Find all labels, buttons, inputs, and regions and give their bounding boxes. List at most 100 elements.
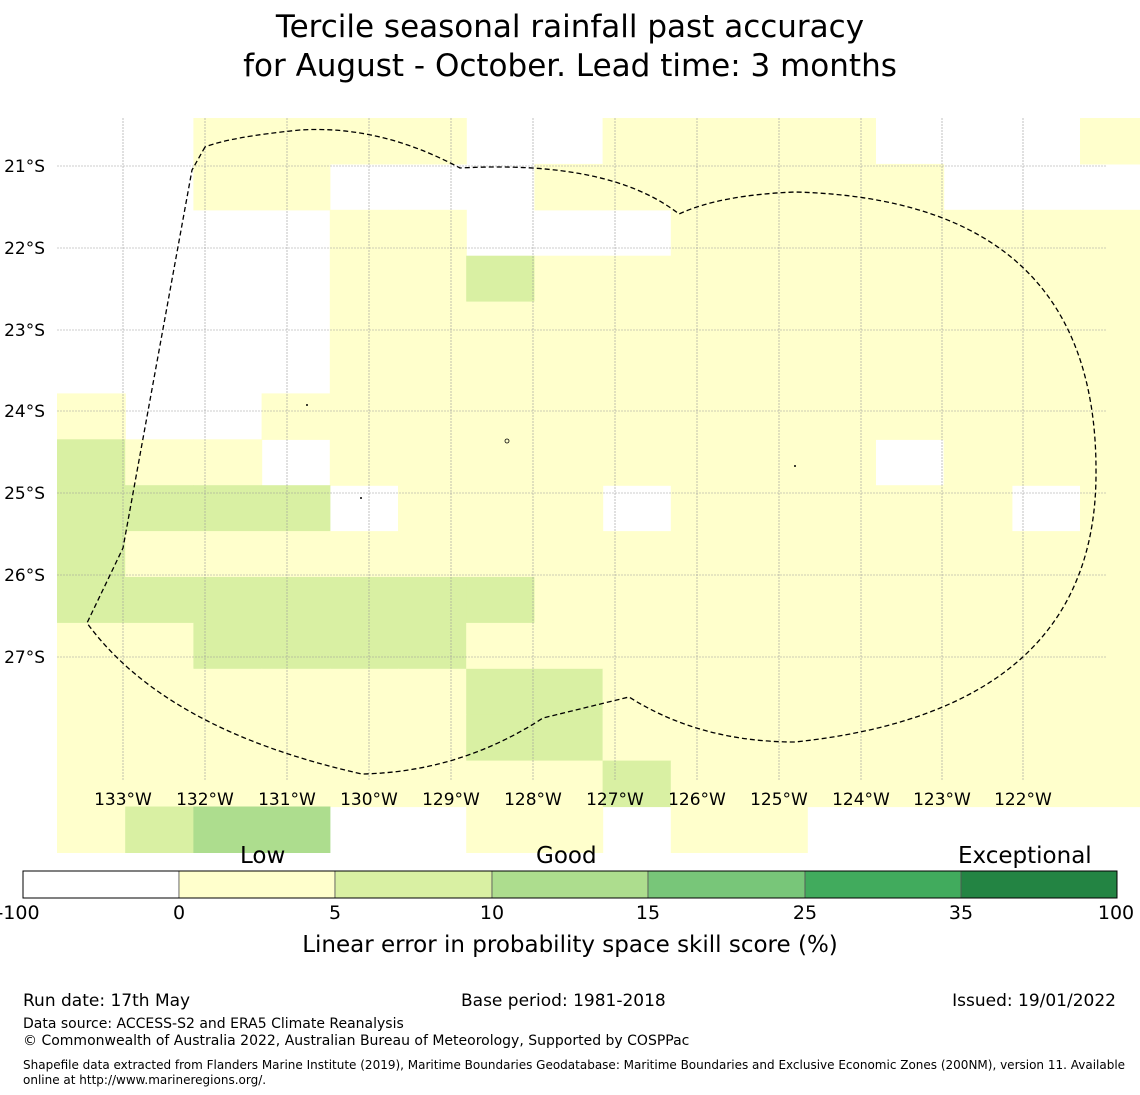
grid-cell (193, 118, 263, 165)
grid-cell (943, 255, 1013, 303)
colorbar-segment (22, 870, 180, 899)
grid-cell (466, 255, 535, 303)
grid-cell (807, 531, 876, 578)
grid-cell (739, 393, 808, 440)
latitude-label: 22°S (4, 239, 45, 259)
grid-cell (602, 622, 672, 670)
grid-cell (1011, 714, 1081, 762)
grid-cell (602, 439, 672, 486)
grid-cell (1080, 439, 1140, 486)
grid-cell (57, 622, 126, 670)
grid-cell (125, 760, 194, 808)
grid-cell (670, 439, 740, 486)
colorbar-tick: -100 (0, 902, 40, 924)
grid-cell (807, 622, 876, 670)
grid-cell (329, 209, 399, 257)
grid-cell (602, 163, 672, 211)
colorbar-segment (334, 870, 493, 899)
colorbar-label-good: Good (536, 843, 597, 869)
grid-cell (193, 760, 263, 808)
longitude-label: 125°W (750, 790, 808, 810)
grid-cell (670, 577, 740, 624)
copyright: © Commonwealth of Australia 2022, Austra… (23, 1033, 690, 1049)
latitude-label: 27°S (4, 648, 45, 668)
latitude-labels: 21°S 22°S 23°S 24°S 25°S 26°S 27°S (4, 157, 45, 668)
grid-cell (1011, 531, 1081, 578)
grid-cell (875, 347, 945, 394)
grid-cell (739, 760, 808, 808)
grid-cell (57, 714, 126, 762)
shapefile-credit-line-2: online at http://www.marineregions.org/. (23, 1073, 267, 1087)
grid-cell (602, 577, 672, 624)
grid-cell (261, 760, 331, 808)
grid-cell (943, 439, 1013, 486)
colorbar-tick: 35 (948, 902, 974, 924)
grid-cell (466, 301, 535, 349)
grid-cell (57, 485, 126, 532)
latitude-label: 26°S (4, 566, 45, 586)
grid-cell (329, 531, 399, 578)
grid-cell (807, 577, 876, 624)
grid-cell (125, 622, 194, 670)
latitude-label: 23°S (4, 321, 45, 341)
grid-cell (398, 531, 467, 578)
longitude-label: 131°W (258, 790, 316, 810)
grid-cell (1011, 301, 1081, 349)
grid-cell (943, 668, 1013, 716)
base-period: Base period: 1981-2018 (461, 991, 666, 1011)
grid-cell (125, 577, 194, 624)
grid-cell (57, 577, 126, 624)
grid-cell (193, 806, 263, 853)
grid-cell (193, 577, 263, 624)
colorbar-tick: 5 (328, 902, 342, 924)
grid-cell (807, 163, 876, 211)
grid-cell (466, 577, 535, 624)
grid-cell (1080, 209, 1140, 257)
grid-cell (670, 118, 740, 165)
grid-cell (329, 760, 399, 808)
grid-cell (261, 668, 331, 716)
grid-cell (875, 577, 945, 624)
colorbar-title: Linear error in probability space skill … (302, 932, 838, 958)
grid-cell (943, 301, 1013, 349)
grid-cell (1011, 760, 1081, 808)
grid-cell (875, 301, 945, 349)
grid-cell (670, 531, 740, 578)
map-title-line-2: for August - October. Lead time: 3 month… (243, 48, 897, 84)
grid-cell (398, 622, 467, 670)
grid-cell (534, 806, 604, 853)
grid-cell (261, 118, 331, 165)
grid-cell (398, 347, 467, 394)
grid-cell (1080, 485, 1140, 532)
grid-cell (1011, 622, 1081, 670)
colorbar-outline (22, 870, 1118, 899)
grid-cell (261, 393, 331, 440)
grid-cell (261, 485, 331, 532)
island-marker (794, 465, 796, 467)
grid-cell (57, 439, 126, 486)
grid-cell (739, 668, 808, 716)
longitude-label: 124°W (832, 790, 890, 810)
colorbar-label-exceptional: Exceptional (958, 843, 1092, 869)
grid-cell (1080, 760, 1140, 808)
grid-cell (329, 118, 399, 165)
grid-cell (670, 347, 740, 394)
grid-cell (466, 760, 535, 808)
grid-cell (1080, 531, 1140, 578)
grid-cell (466, 531, 535, 578)
grid-cell (943, 622, 1013, 670)
grid-cell (602, 301, 672, 349)
grid-cell (398, 439, 467, 486)
grid-cell (739, 714, 808, 762)
grid-cell (1080, 393, 1140, 440)
grid-cell (193, 622, 263, 670)
grid-cell (739, 622, 808, 670)
grid-cell (1011, 577, 1081, 624)
run-date: Run date: 17th May (23, 991, 191, 1011)
colorbar-segment (960, 870, 1118, 899)
grid-cell (125, 531, 194, 578)
shapefile-credit-line-1: Shapefile data extracted from Flanders M… (23, 1058, 1126, 1072)
grid-cell (875, 485, 945, 532)
grid-cell (670, 714, 740, 762)
